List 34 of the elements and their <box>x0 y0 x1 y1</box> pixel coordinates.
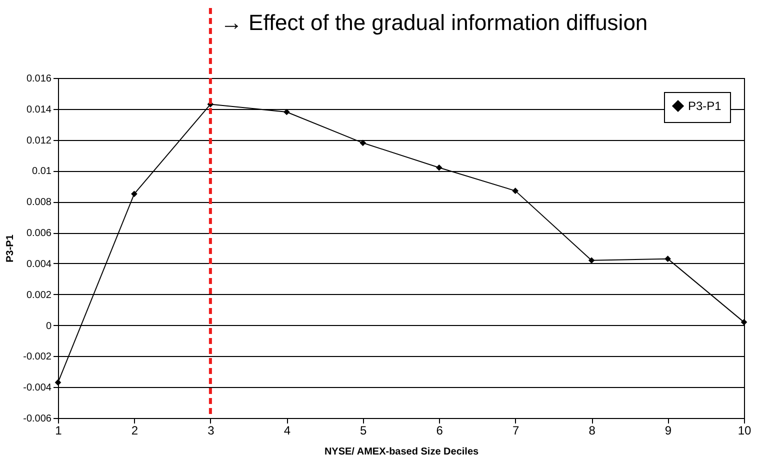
point <box>740 319 748 326</box>
legend-label: P3-P1 <box>688 99 722 113</box>
y-tick-label: 0.014 <box>26 104 52 116</box>
y-tick-label: 0.012 <box>26 135 52 146</box>
y-tick-label: 0.016 <box>26 74 52 84</box>
x-tick-label: 6 <box>436 424 444 438</box>
y-tick-label: -0.002 <box>23 352 52 363</box>
y-tick-label: -0.006 <box>23 414 52 424</box>
x-tick-label: 5 <box>360 424 368 438</box>
point <box>436 164 442 171</box>
y-axis-title: P3-P1 <box>5 234 16 262</box>
x-tick-label: 1 <box>55 424 62 438</box>
x-axis-title: NYSE/ AMEX-based Size Deciles <box>324 446 479 458</box>
point <box>588 257 595 264</box>
y-tick-label: 0.006 <box>26 228 52 240</box>
x-tick-label: 4 <box>284 424 291 438</box>
x-tick-label: 9 <box>664 424 672 438</box>
point <box>360 140 366 146</box>
x-tick-label: 7 <box>512 424 520 438</box>
y-tick-label: -0.004 <box>23 382 52 394</box>
y-tick-label: 0.008 <box>26 197 52 208</box>
point <box>664 256 671 262</box>
y-tick-label: 0.004 <box>26 258 52 270</box>
y-tick-label: 0.01 <box>32 166 52 178</box>
x-tick-label: 8 <box>588 424 596 438</box>
point <box>284 108 290 116</box>
x-tick-label: 3 <box>208 424 215 438</box>
x-tick-label: 10 <box>738 424 752 438</box>
x-tick-label: 2 <box>131 424 138 438</box>
ref-line-label: → Effect of the gradual information diffusion <box>220 10 648 35</box>
y-tick-label: 0.002 <box>26 290 52 301</box>
y-tick-label: 0 <box>46 320 52 332</box>
point <box>131 190 138 198</box>
point <box>512 188 518 194</box>
